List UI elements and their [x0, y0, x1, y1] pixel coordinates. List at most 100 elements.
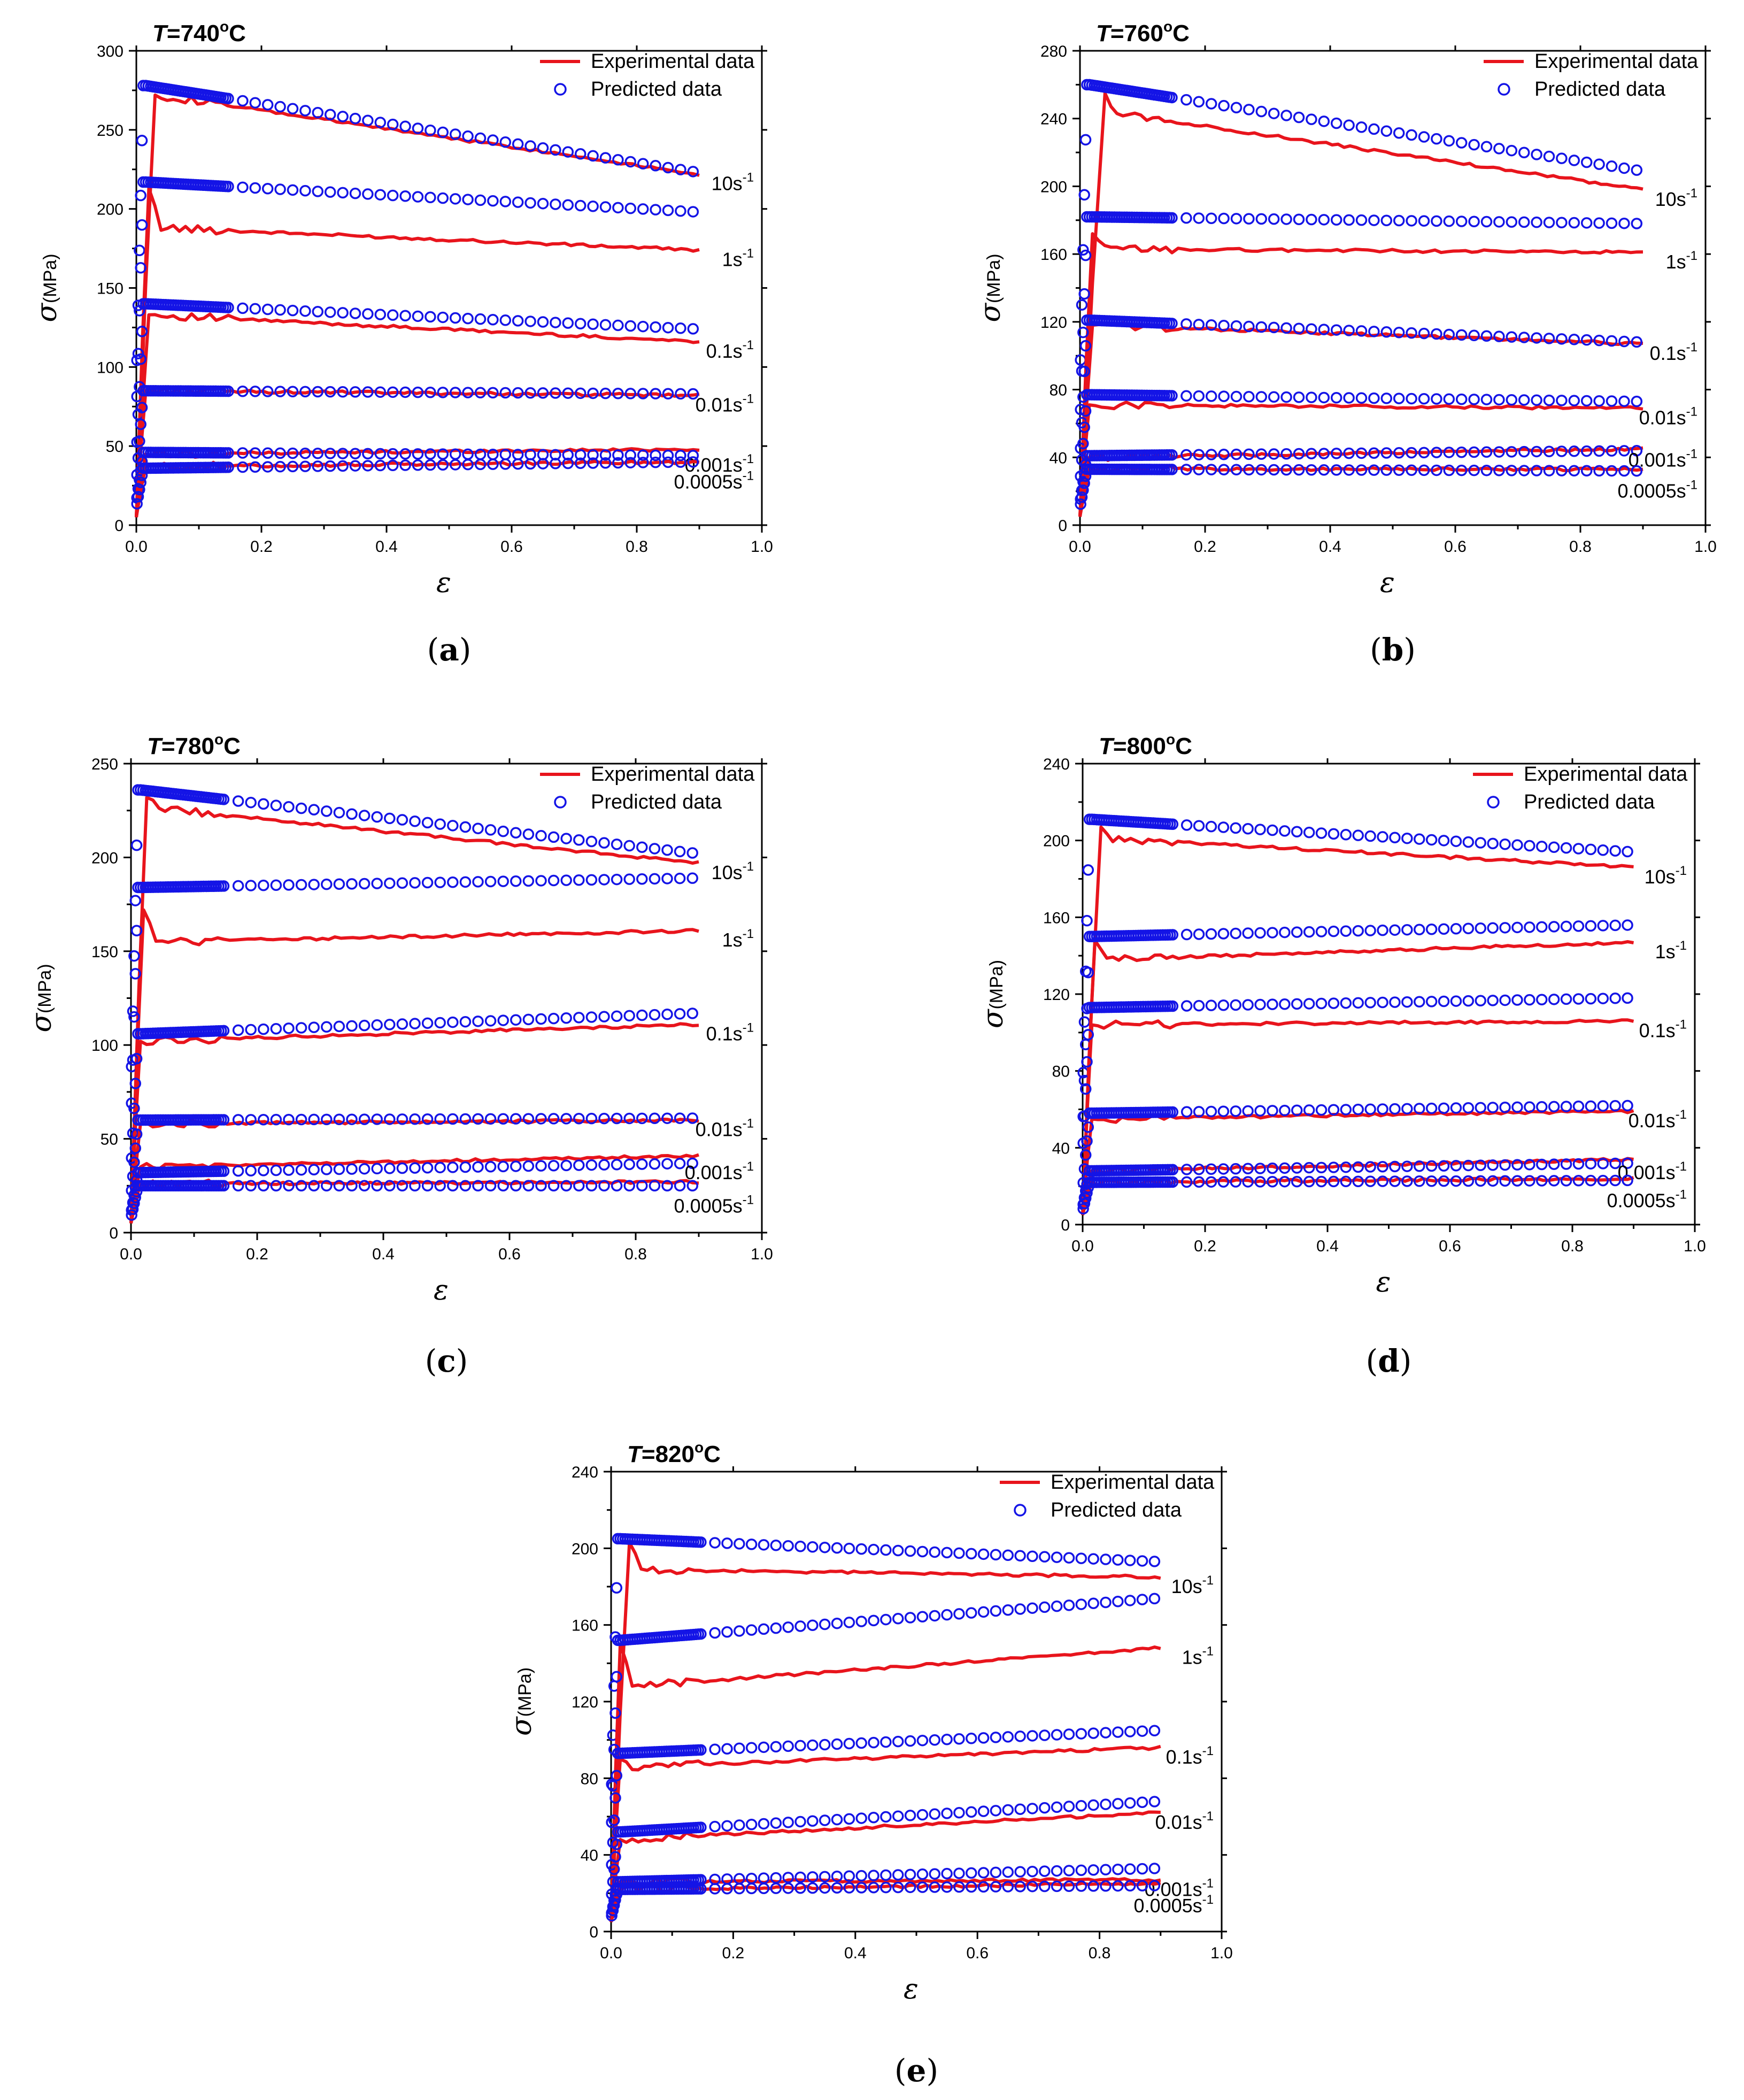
predicted-point — [674, 872, 686, 884]
predicted-point — [1063, 1552, 1075, 1564]
predicted-point — [321, 1180, 333, 1192]
predicted-point — [425, 124, 436, 136]
predicted-point — [287, 184, 299, 196]
predicted-point — [312, 186, 324, 197]
predicted-point — [274, 183, 286, 195]
experimental-curve — [609, 1642, 1161, 1922]
predicted-point — [312, 106, 324, 119]
predicted-point — [1027, 1803, 1038, 1814]
experimental-curve — [1078, 91, 1643, 517]
predicted-point — [358, 1163, 371, 1175]
predicted-point — [459, 1016, 472, 1028]
predicted-point — [1631, 336, 1643, 348]
predicted-point — [287, 447, 299, 459]
y-tick-label: 200 — [572, 1540, 598, 1558]
predicted-point — [547, 874, 560, 887]
predicted-point — [550, 387, 561, 399]
predicted-point — [1597, 1100, 1609, 1112]
predicted-point — [1205, 928, 1217, 940]
x-tick-label: 0.0 — [1071, 1237, 1094, 1255]
x-tick-label: 0.6 — [500, 538, 523, 556]
predicted-point — [1511, 921, 1523, 934]
predicted-point — [1075, 1598, 1087, 1610]
predicted-point — [1254, 1105, 1266, 1117]
predicted-point — [1280, 213, 1292, 225]
predicted-point — [637, 388, 649, 399]
strain-rate-exponent: -1 — [1202, 1573, 1214, 1588]
predicted-point — [135, 476, 146, 488]
predicted-point — [324, 306, 336, 318]
predicted-point — [819, 1882, 831, 1894]
predicted-point — [649, 873, 661, 885]
predicted-point — [674, 1112, 686, 1124]
predicted-point — [1531, 445, 1542, 458]
predicted-point — [794, 1620, 806, 1632]
predicted-point — [1368, 392, 1380, 404]
predicted-point — [472, 822, 484, 834]
predicted-point — [1518, 147, 1530, 158]
predicted-point — [1548, 1101, 1560, 1113]
predicted-point — [535, 1013, 547, 1025]
predicted-point — [1217, 928, 1230, 940]
predicted-point — [1193, 212, 1205, 224]
predicted-point — [1389, 924, 1401, 936]
predicted-point — [232, 795, 244, 807]
predicted-point — [1493, 143, 1505, 155]
predicted-point — [333, 1180, 345, 1192]
predicted-point — [977, 1606, 990, 1618]
strain-rate-value: 1s — [1666, 251, 1686, 273]
predicted-point — [358, 1113, 371, 1125]
predicted-point — [1315, 1104, 1328, 1116]
predicted-point — [1556, 395, 1568, 406]
predicted-point — [1580, 395, 1593, 407]
y-tick-label: 80 — [581, 1770, 598, 1788]
strain-rate-value: 0.001s — [685, 1161, 743, 1183]
predicted-point — [399, 386, 411, 398]
strain-rate-exponent: -1 — [743, 1159, 754, 1174]
predicted-point — [497, 1160, 509, 1173]
predicted-point — [1193, 449, 1205, 460]
strain-rate-exponent: -1 — [1686, 404, 1697, 419]
strain-rate-value: 0.0005s — [1618, 480, 1686, 502]
predicted-point — [1556, 445, 1568, 457]
predicted-point — [686, 1007, 698, 1019]
temperature-unit: C — [1175, 733, 1192, 759]
predicted-point — [1560, 1158, 1572, 1170]
predicted-point — [1242, 999, 1254, 1011]
predicted-point — [249, 386, 261, 397]
predicted-point — [1425, 996, 1438, 1007]
y-tick-label: 160 — [572, 1617, 598, 1635]
predicted-point — [484, 1180, 497, 1192]
predicted-point — [374, 386, 387, 398]
temperature-degree: o — [220, 18, 229, 35]
predicted-point — [1079, 1083, 1092, 1095]
series-0_0005s: 0.0005s-1 — [606, 1880, 1214, 1922]
predicted-point — [1293, 322, 1305, 335]
predicted-point — [1572, 1175, 1585, 1187]
caption-letter: c — [437, 1343, 456, 1379]
series-0_01s: 0.01s-1 — [131, 384, 754, 518]
predicted-point — [1364, 1175, 1376, 1187]
predicted-point — [1268, 107, 1280, 119]
predicted-point — [1039, 1802, 1051, 1814]
predicted-point — [1136, 1880, 1148, 1891]
predicted-point — [574, 449, 587, 461]
predicted-point — [598, 1112, 610, 1125]
predicted-point — [966, 1881, 977, 1893]
predicted-point — [1100, 1880, 1112, 1892]
predicted-point — [1531, 394, 1542, 406]
predicted-point — [1303, 926, 1315, 938]
predicted-point — [1205, 390, 1217, 402]
predicted-point — [1243, 320, 1255, 333]
predicted-point — [904, 1612, 916, 1624]
predicted-point — [1355, 447, 1368, 459]
predicted-point — [472, 1161, 484, 1173]
predicted-point — [675, 449, 686, 461]
predicted-point — [434, 876, 446, 888]
predicted-point — [855, 1882, 867, 1894]
predicted-point — [1622, 919, 1633, 931]
predicted-point — [1511, 1101, 1523, 1113]
series-0_01s: 0.01s-1 — [1075, 389, 1697, 517]
predicted-point — [1606, 465, 1618, 477]
x-tick-label: 0.0 — [120, 1245, 142, 1263]
